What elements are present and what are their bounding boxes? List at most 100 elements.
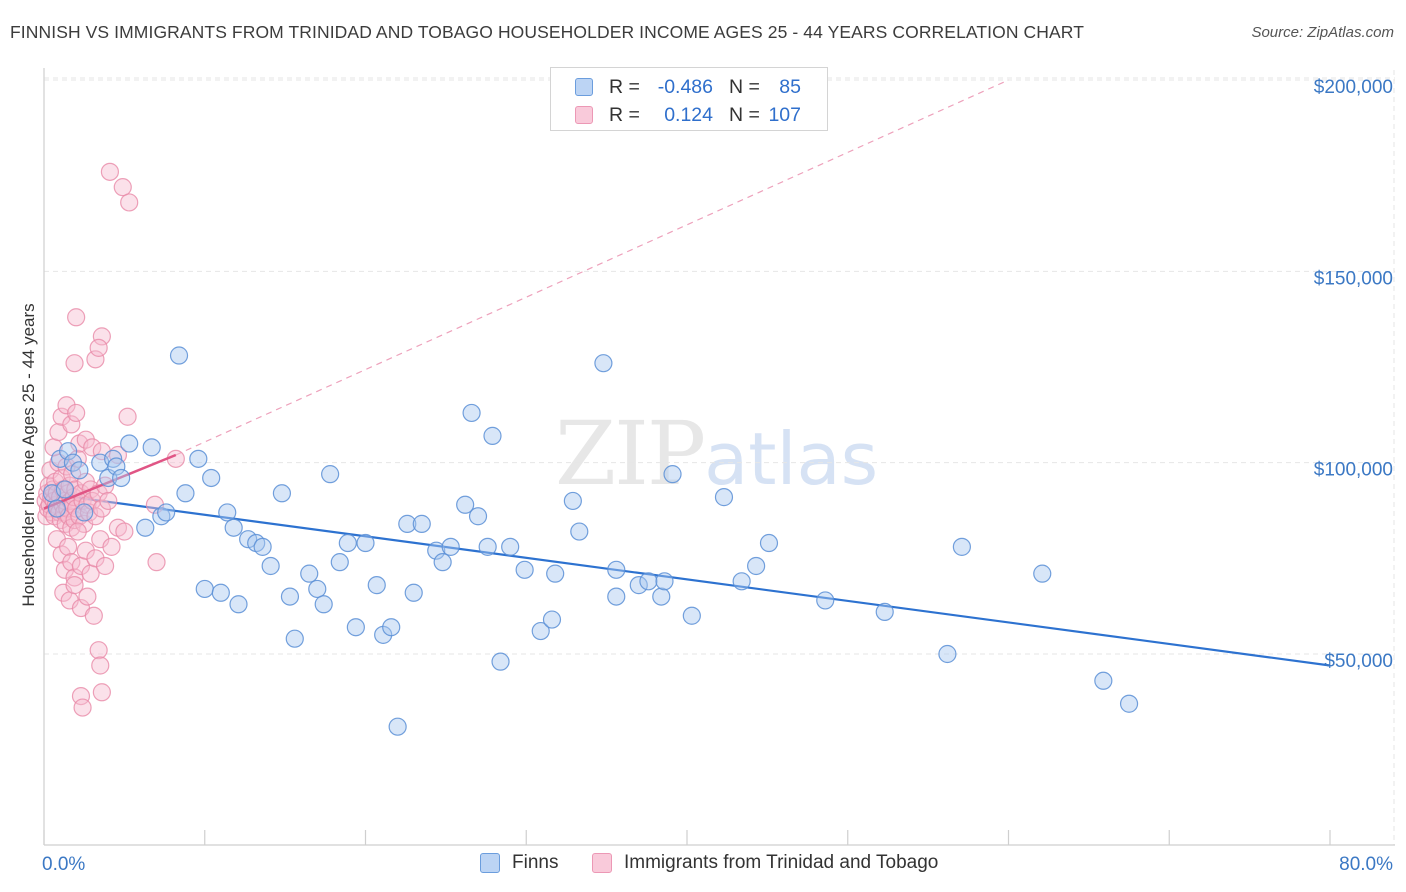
- blue-point: [607, 560, 626, 579]
- blue-point: [75, 503, 94, 522]
- pink-point: [120, 193, 139, 212]
- pink-point: [147, 553, 166, 572]
- blue-point: [280, 587, 300, 606]
- blue-point: [816, 591, 835, 610]
- blue-point: [382, 618, 401, 637]
- blue-point: [655, 572, 674, 591]
- pink-trend-line: [43, 453, 177, 510]
- pink-point: [92, 327, 111, 346]
- y-tick-label: $200,000: [1314, 77, 1393, 98]
- gridlines: [44, 70, 1395, 845]
- blue-point: [253, 537, 272, 556]
- pink-point: [89, 338, 108, 357]
- blue-point: [1033, 564, 1052, 583]
- blue-point: [47, 499, 66, 518]
- blue-point: [501, 537, 520, 556]
- legend-row-finns: R = -0.486 N = 85: [551, 74, 827, 102]
- blue-point: [478, 537, 497, 556]
- chart-source: Source: ZipAtlas.com: [1251, 24, 1394, 41]
- legend-r-label: R =: [609, 104, 640, 126]
- blue-point: [732, 572, 751, 591]
- blue-point: [229, 595, 248, 614]
- blue-point: [112, 468, 131, 488]
- blue-point: [759, 533, 779, 553]
- blue-point: [531, 621, 550, 641]
- pink-point: [52, 407, 71, 426]
- pink-point: [62, 553, 81, 572]
- pink-trend-group: [175, 79, 1009, 456]
- pink-point: [166, 449, 185, 468]
- pink-point: [62, 415, 81, 434]
- legend-r-value: -0.486: [657, 76, 713, 98]
- pink-trend-dashed: [175, 79, 1009, 456]
- legend-swatch-blue: [575, 78, 593, 96]
- blue-point: [747, 556, 766, 576]
- blue-point: [594, 354, 613, 373]
- blue-point: [59, 442, 78, 461]
- pink-point: [99, 491, 118, 511]
- blue-point: [169, 346, 189, 365]
- blue-point: [272, 484, 292, 503]
- blue-point: [285, 629, 304, 648]
- blue-point: [195, 579, 214, 599]
- x-tick-label: 80.0%: [1339, 854, 1393, 875]
- blue-point: [120, 434, 139, 453]
- pink-point: [95, 556, 115, 576]
- blue-point: [515, 560, 534, 579]
- correlation-legend: R = -0.486 N = 85 R = 0.124 N = 107: [550, 67, 828, 131]
- blue-point: [607, 587, 626, 606]
- blue-point: [639, 572, 658, 591]
- blue-point: [356, 533, 375, 553]
- pink-point: [76, 541, 95, 560]
- pink-point: [68, 522, 87, 541]
- blue-point: [427, 541, 446, 560]
- blue-points: [42, 346, 1139, 736]
- pink-point: [57, 396, 76, 415]
- pink-point: [84, 606, 103, 625]
- blue-point: [338, 533, 357, 553]
- pink-point: [113, 178, 132, 197]
- legend-n-value: 85: [779, 76, 801, 98]
- y-tick-label: $150,000: [1314, 268, 1393, 289]
- blue-point: [542, 610, 562, 629]
- blue-point: [456, 495, 475, 514]
- blue-trend-group: [43, 492, 1331, 667]
- pink-point: [83, 438, 102, 457]
- pink-point: [86, 350, 105, 369]
- blue-point: [55, 480, 74, 499]
- legend-n-value: 107: [768, 104, 801, 126]
- pink-point: [89, 641, 108, 660]
- blue-point: [714, 488, 734, 507]
- pink-point: [86, 549, 105, 568]
- blue-point: [652, 587, 671, 606]
- y-tick-label: $100,000: [1314, 460, 1393, 481]
- series-swatch-pink: [592, 853, 612, 873]
- blue-point: [321, 465, 340, 484]
- series-label-trinidad: Immigrants from Trinidad and Tobago: [624, 852, 939, 873]
- chart-title: FINNISH VS IMMIGRANTS FROM TRINIDAD AND …: [10, 22, 1084, 42]
- pink-point: [73, 698, 92, 717]
- legend-r-label: R =: [609, 76, 640, 98]
- blue-point: [388, 717, 407, 736]
- blue-point: [875, 602, 894, 622]
- blue-point: [157, 503, 176, 522]
- pink-points: [36, 162, 185, 717]
- blue-point: [136, 518, 155, 537]
- x-tick-labels: 0.0% 80.0%: [42, 854, 1393, 875]
- series-label-finns: Finns: [512, 852, 559, 873]
- blue-trend-line: [43, 492, 1331, 667]
- blue-point: [441, 537, 460, 556]
- blue-point: [1094, 671, 1113, 690]
- blue-point: [314, 595, 333, 614]
- blue-point: [468, 507, 488, 526]
- pink-point: [102, 537, 121, 556]
- blue-point: [938, 644, 957, 664]
- blue-point: [629, 576, 648, 595]
- blue-point: [398, 514, 417, 533]
- axes: [43, 68, 1395, 846]
- watermark-atlas: atlas: [704, 417, 879, 501]
- blue-point: [107, 457, 126, 476]
- blue-point: [211, 583, 230, 602]
- blue-point: [404, 583, 423, 602]
